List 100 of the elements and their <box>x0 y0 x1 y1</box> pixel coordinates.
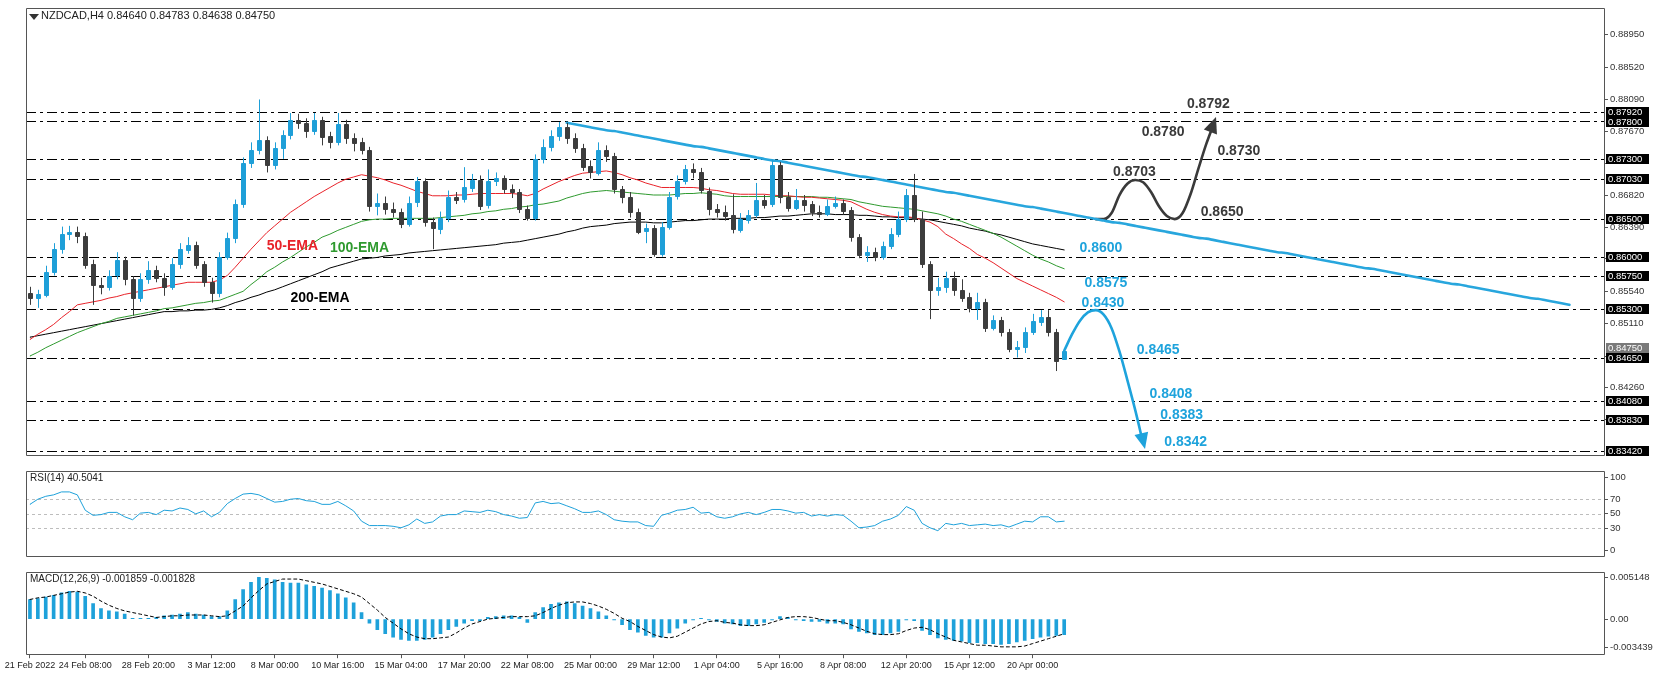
bar <box>572 603 577 619</box>
candlestick <box>738 212 743 234</box>
series-label: 100-EMA <box>329 238 390 255</box>
candlestick <box>778 161 783 204</box>
candlestick <box>786 191 791 213</box>
bar <box>983 619 988 644</box>
candlestick <box>312 112 317 136</box>
bar <box>525 619 530 623</box>
candlestick <box>999 316 1004 337</box>
candlestick <box>241 156 246 209</box>
bar <box>312 586 316 619</box>
y-tick-label: 50 <box>1610 507 1621 519</box>
bar <box>1054 619 1059 636</box>
y-tick-label: 0.00 <box>1610 612 1629 624</box>
candlestick <box>178 242 183 270</box>
y-tick-label: 0.88090 <box>1610 93 1645 105</box>
x-tick-label: 3 Mar 12:00 <box>187 660 236 671</box>
bar <box>83 595 88 619</box>
chart-title: MACD(12,26,9) -0.001859 -0.001828 <box>30 573 196 585</box>
y-tick-label: 100 <box>1610 470 1626 482</box>
candlestick <box>928 260 933 320</box>
candlestick <box>344 119 349 145</box>
candlestick <box>257 98 262 155</box>
candlestick <box>431 217 436 250</box>
candlestick <box>52 242 57 277</box>
candlestick <box>596 141 601 176</box>
candlestick <box>754 182 759 219</box>
text: 0.84750 <box>1608 342 1643 354</box>
candlestick <box>462 166 467 204</box>
candlestick <box>581 143 586 172</box>
bar <box>683 619 688 624</box>
candlestick <box>210 277 215 304</box>
candlestick <box>202 260 207 288</box>
candlestick <box>707 186 712 216</box>
bar <box>643 619 648 636</box>
candlestick <box>533 153 538 222</box>
candlestick <box>170 257 175 291</box>
candlestick <box>881 241 886 261</box>
candlestick <box>123 256 128 286</box>
candlestick <box>60 226 65 255</box>
candlestick <box>912 173 917 223</box>
candlestick <box>407 196 412 228</box>
candlestick <box>446 190 451 223</box>
candlestick <box>194 241 199 270</box>
bar <box>343 597 348 619</box>
candlestick <box>731 193 736 234</box>
candlestick <box>889 227 894 250</box>
annotation: 0.8408 <box>1149 384 1193 401</box>
bar <box>43 596 48 619</box>
bar <box>383 619 388 635</box>
annotation: 0.8383 <box>1160 406 1204 423</box>
candlestick <box>304 117 309 139</box>
candlestick <box>352 132 357 152</box>
chart-title: NZDCAD,H4 0.84640 0.84783 0.84638 0.84750 <box>41 9 276 22</box>
x-tick-label: 15 Mar 04:00 <box>374 660 428 671</box>
bar <box>549 604 553 619</box>
candlestick <box>952 271 957 297</box>
candlestick <box>486 168 491 210</box>
candlestick <box>1031 313 1036 336</box>
bar <box>407 619 411 641</box>
bar <box>541 607 545 619</box>
x-tick-label: 29 Mar 12:00 <box>627 660 681 671</box>
x-tick-label: 8 Mar 00:00 <box>250 660 299 671</box>
candlestick <box>565 122 570 145</box>
candlestick <box>423 177 428 228</box>
candlestick <box>857 233 862 259</box>
bar <box>75 591 80 619</box>
bar <box>399 619 403 640</box>
ref-line-label: 0.86000 <box>1608 250 1643 262</box>
candlestick <box>36 289 41 309</box>
y-tick-label: -0.003439 <box>1610 640 1653 652</box>
candlestick <box>91 259 96 306</box>
candlestick <box>233 199 238 244</box>
series-label: 200-EMA <box>290 288 350 305</box>
bar <box>391 619 395 638</box>
bar <box>336 593 340 619</box>
candlestick <box>944 271 949 294</box>
y-tick-label: 0.88950 <box>1610 28 1645 40</box>
bar <box>1014 619 1019 643</box>
bar <box>422 619 427 640</box>
annotation: 0.8465 <box>1136 340 1180 357</box>
candlestick <box>770 159 775 208</box>
y-tick-label: 0.85540 <box>1610 284 1645 296</box>
bar <box>272 579 277 619</box>
x-tick-label: 5 Apr 16:00 <box>756 660 803 671</box>
candlestick <box>470 173 475 193</box>
candlestick <box>794 188 799 211</box>
bar <box>375 619 380 631</box>
candlestick <box>249 141 254 169</box>
bar <box>636 619 640 633</box>
x-tick-label: 17 Mar 20:00 <box>437 660 491 671</box>
candlestick <box>960 278 965 303</box>
candlestick <box>217 251 222 298</box>
bar <box>872 619 877 635</box>
bar <box>557 602 561 619</box>
annotation: 0.8703 <box>1113 162 1157 179</box>
candlestick <box>644 223 649 244</box>
ref-line-label: 0.83420 <box>1608 444 1643 456</box>
bar <box>36 598 40 619</box>
annotation: 0.8730 <box>1217 142 1261 159</box>
